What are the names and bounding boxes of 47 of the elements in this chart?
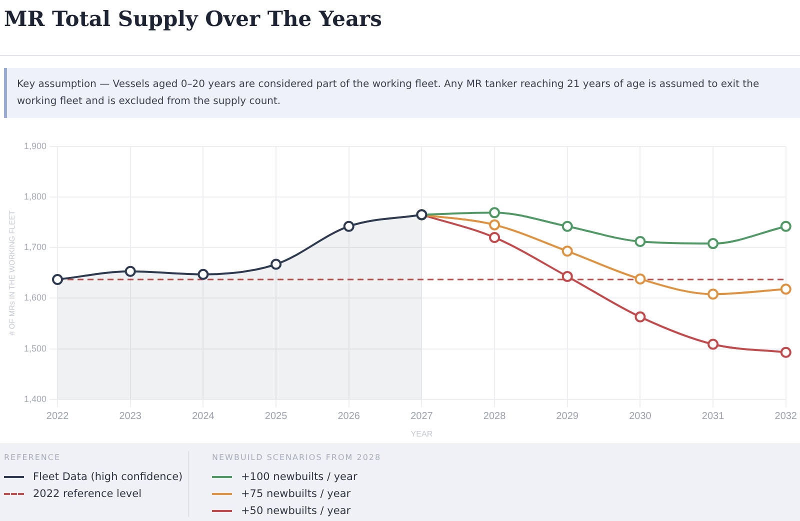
y-tick-label: 1,900: [24, 140, 47, 151]
chart-title: MR Total Supply Over The Years: [4, 6, 382, 31]
y-tick-label: 1,600: [24, 292, 47, 303]
text: REFERENCE: [4, 453, 62, 462]
point: [634, 273, 646, 284]
point: [270, 258, 282, 270]
legend-label: +50 newbuilts / year: [241, 504, 351, 516]
point: [562, 246, 573, 257]
x-tick-label: 2027: [410, 411, 434, 422]
point: [489, 232, 500, 243]
y-tick-label: 1,700: [24, 242, 47, 252]
point: [708, 288, 719, 300]
point: [198, 268, 209, 280]
legend-label: Fleet Data (high confidence): [33, 470, 183, 482]
point: [124, 266, 136, 277]
legend-label: 2022 reference level: [33, 488, 142, 500]
x-tick-label: 2030: [629, 411, 652, 422]
point: [780, 220, 792, 232]
x-tick-label: 2029: [556, 411, 579, 422]
text: NEWBUILD SCENARIOS FROM 2028: [212, 453, 382, 462]
x-tick-label: 2031: [702, 411, 725, 422]
point: [708, 338, 719, 350]
point: [708, 238, 719, 250]
point: [562, 270, 573, 282]
y-tick-label: 1,800: [24, 191, 47, 202]
legend-label: +75 newbuilts / year: [241, 488, 351, 500]
x-tick-label: 2028: [483, 411, 506, 422]
point: [780, 346, 792, 358]
point: [562, 220, 573, 232]
x-tick-label: 2023: [119, 411, 142, 422]
point: [489, 207, 500, 218]
point: [634, 311, 646, 322]
x-tick-label: 2022: [46, 411, 70, 422]
y-tick-label: 1,500: [24, 343, 47, 354]
chart-subtitle: Key assumption — Vessels aged 0–20 years are considered part of the working fleet. Any MR tanker reaching 21 years of age is assumed to exit the working fleet and is excluded from the supply count.: [4, 68, 800, 118]
point: [52, 274, 64, 285]
x-tick-label: 2025: [264, 411, 288, 422]
legend-label: +100 newbuilts / year: [241, 470, 358, 482]
point: [489, 219, 500, 230]
y-tick-label: 1,400: [24, 394, 47, 404]
point: [634, 236, 646, 248]
x-tick-label: 2032: [774, 411, 798, 422]
x-tick-label: 2024: [192, 411, 215, 422]
x-axis-title: YEAR: [410, 429, 433, 438]
point: [343, 220, 354, 232]
x-tick-label: 2026: [338, 411, 360, 422]
point: [780, 284, 792, 295]
